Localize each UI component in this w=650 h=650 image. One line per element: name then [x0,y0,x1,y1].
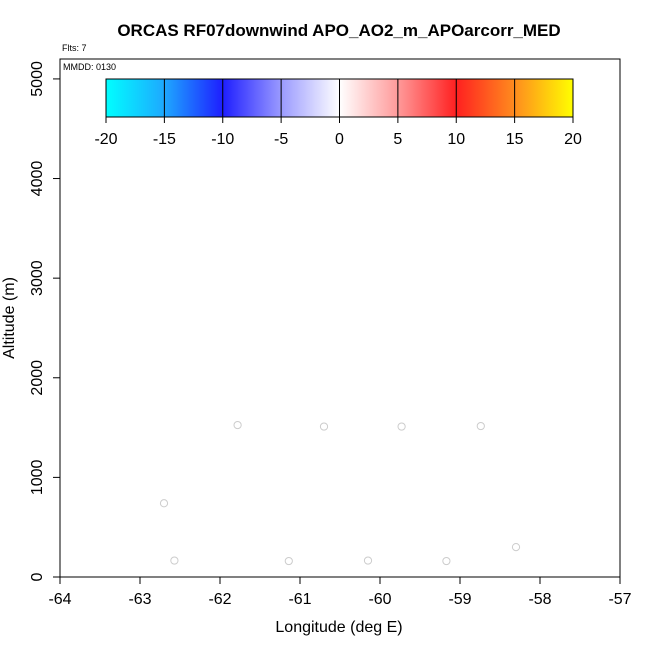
x-axis-label: Longitude (deg E) [275,619,402,636]
colorbar-tick-label: 15 [506,131,524,148]
data-points [160,421,519,564]
colorbar-tick-label: -10 [211,131,234,148]
y-tick-label: 2000 [29,360,46,396]
x-tick-label: -57 [608,591,631,608]
data-point [477,422,484,429]
y-tick-label: 0 [29,572,46,581]
y-axis: 0 1000 2000 3000 4000 5000 [29,61,60,581]
y-axis-label: Altitude (m) [1,277,18,359]
x-tick-label: -64 [48,591,71,608]
colorbar-tick-label: 10 [447,131,465,148]
data-point [512,544,519,551]
y-tick-label: 5000 [29,61,46,97]
x-tick-label: -63 [128,591,151,608]
x-axis: -64 -63 -62 -61 -60 -59 -58 -57 [48,577,631,608]
y-tick-label: 3000 [29,260,46,296]
data-point [160,500,167,507]
data-point [171,557,178,564]
y-tick-label: 4000 [29,161,46,197]
colorbar-tick-label: 0 [335,131,344,148]
data-point [320,423,327,430]
colorbar-tick-label: -15 [153,131,176,148]
x-tick-label: -60 [368,591,391,608]
x-tick-label: -59 [448,591,471,608]
colorbar-tick-label: 5 [393,131,402,148]
y-tick-label: 1000 [29,459,46,495]
data-point [398,423,405,430]
colorbar-tick-label: -5 [274,131,288,148]
chart-title: ORCAS RF07downwind APO_AO2_m_APOarcorr_M… [117,21,560,40]
x-tick-label: -58 [528,591,551,608]
data-point [234,421,241,428]
colorbar: -20 -15 -10 -5 0 5 10 15 20 [94,79,582,148]
data-point [443,557,450,564]
date-annotation: MMDD: 0130 [63,62,116,72]
x-tick-label: -61 [288,591,311,608]
flights-annotation: Flts: 7 [62,43,87,53]
data-point [285,557,292,564]
colorbar-tick-label: -20 [94,131,117,148]
colorbar-tick-label: 20 [564,131,582,148]
x-tick-label: -62 [208,591,231,608]
data-point [364,557,371,564]
